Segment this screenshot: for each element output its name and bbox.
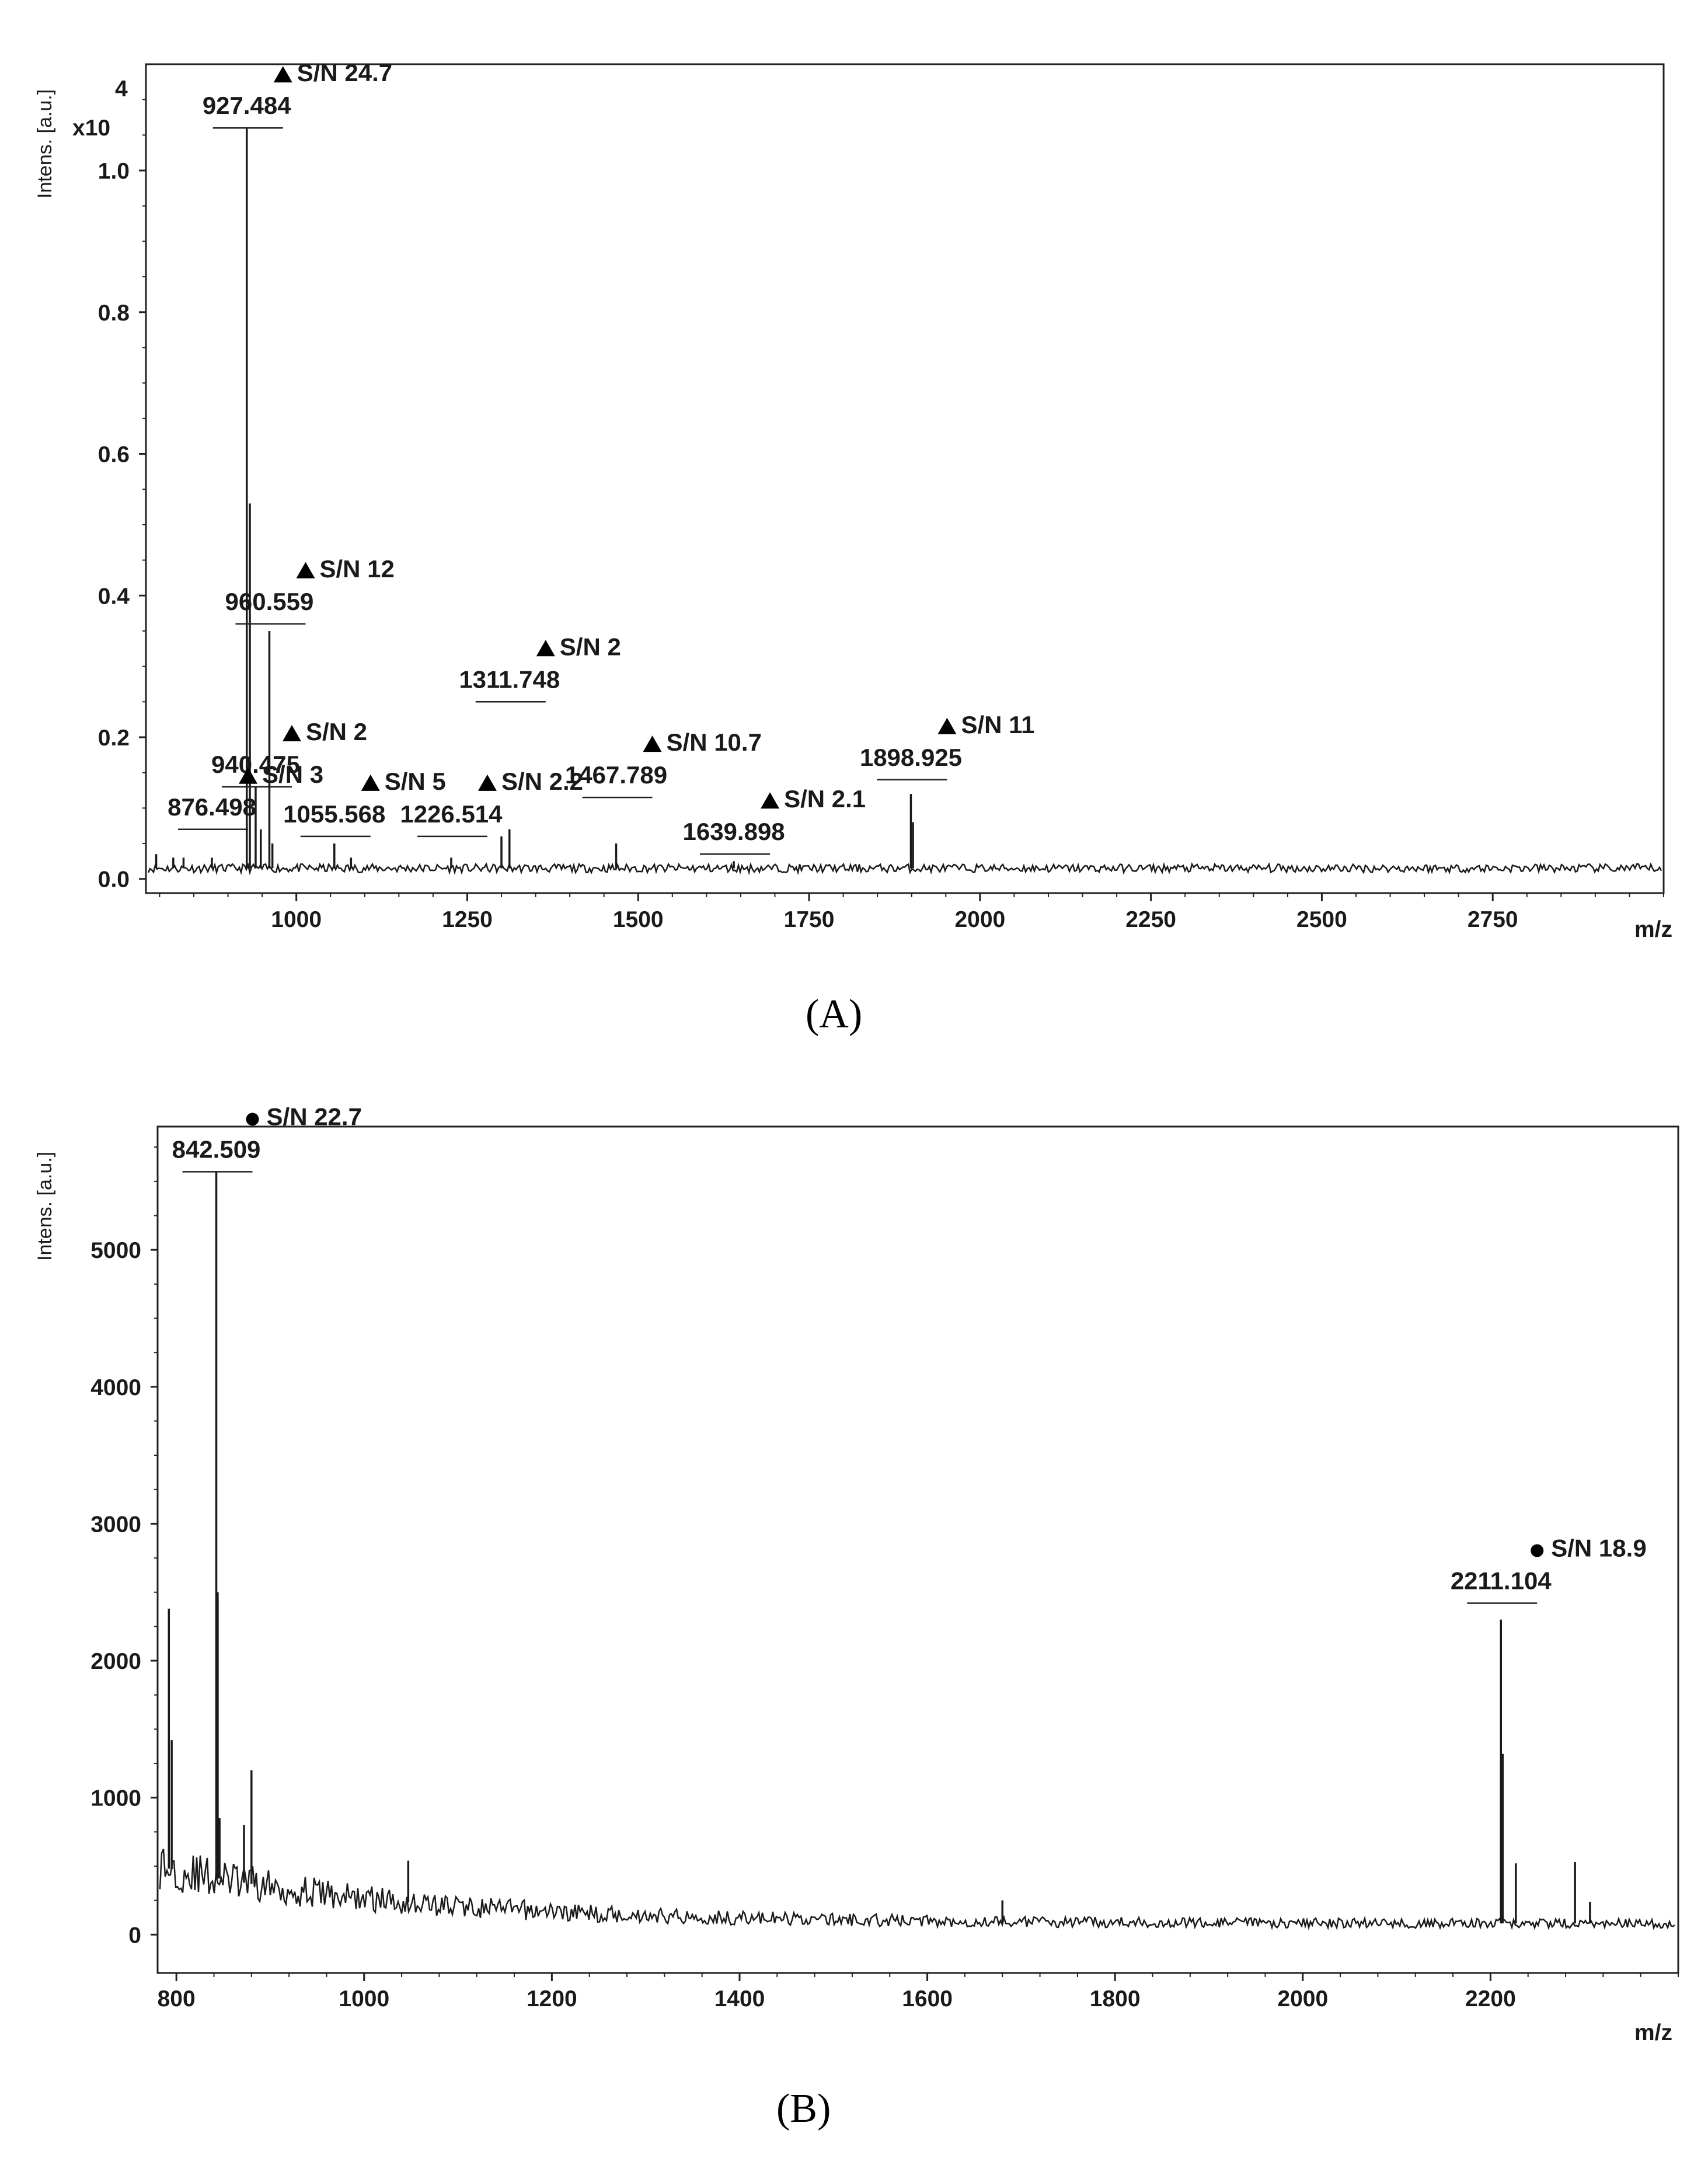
x-tick-label: 1000 <box>271 907 322 932</box>
peak-mz-label: 1226.514 <box>400 800 503 828</box>
y-ticks-a: 0.0 0.2 0.4 0.6 0.8 1.0 <box>98 99 146 893</box>
peak-mz-label: 1898.925 <box>860 744 962 771</box>
y-tick-label: 5000 <box>90 1238 141 1263</box>
y-tick-label: 0.4 <box>98 584 130 609</box>
y-tick-label: 2000 <box>90 1649 141 1674</box>
peak-mz-label: 960.559 <box>225 588 314 615</box>
peak-mz-label: 842.509 <box>172 1135 261 1163</box>
triangle-marker <box>273 66 292 83</box>
chart-b: Intens. [a.u.] m/z 0 1000 2000 3000 4000 5000… <box>34 1103 1679 2045</box>
peak-mz-label: 1311.748 <box>459 665 560 693</box>
x-tick-label: 2750 <box>1468 907 1518 932</box>
dot-marker <box>246 1113 259 1126</box>
peak-mz-label: 876.498 <box>168 793 256 821</box>
peak-mz-label: 1639.898 <box>682 818 785 845</box>
y-tick-label: 0.6 <box>98 442 130 468</box>
triangle-marker <box>361 774 380 791</box>
chart-a: Intens. [a.u.] x10 4 m/z 0.0 0.2 0.4 0.6 0.8… <box>34 59 1672 942</box>
peak-mz-label: 927.484 <box>203 92 291 119</box>
triangle-marker <box>239 767 258 784</box>
y-axis-label-a: Intens. [a.u.] <box>34 89 56 198</box>
triangle-marker <box>477 774 497 791</box>
dot-marker <box>1531 1544 1544 1557</box>
x-tick-label: 1250 <box>442 907 493 932</box>
peak-mz-label: 940.475 <box>211 751 300 778</box>
plot-frame-b <box>156 1125 1679 1974</box>
x-ticks-a: 1000 1250 1500 1750 2000 2250 2500 2750 <box>159 893 1664 932</box>
triangle-marker <box>937 717 957 734</box>
spectrum-trace-a <box>147 862 1662 876</box>
triangle-marker <box>282 724 301 741</box>
x-tick-label: 1400 <box>714 1986 765 2011</box>
y-tick-label: 1.0 <box>98 159 130 184</box>
peak-mz-label: 2211.104 <box>1451 1567 1552 1595</box>
x-tick-label: 1000 <box>339 1986 389 2011</box>
x-axis-label-b: m/z <box>1634 2020 1672 2045</box>
triangle-marker <box>536 640 555 657</box>
peak-mz-label: 1055.568 <box>283 800 385 828</box>
x-ticks-b: 800 1000 1200 1400 1600 1800 2000 2200 <box>158 1973 1679 2011</box>
triangle-marker <box>643 735 662 752</box>
signal-noise-label: S/N 12 <box>319 555 394 583</box>
signal-noise-label: S/N 2 <box>560 633 621 660</box>
panel-label-a: (A) <box>806 992 862 1037</box>
y-tick-label: 0 <box>128 1923 141 1948</box>
y-tick-label: 3000 <box>90 1512 141 1537</box>
signal-noise-label: S/N 18.9 <box>1551 1535 1646 1562</box>
signal-noise-label: S/N 2.2 <box>501 768 583 795</box>
triangle-marker <box>761 792 780 809</box>
signal-noise-label: S/N 3 <box>262 761 323 788</box>
x-tick-label: 1750 <box>784 907 835 932</box>
x-tick-label: 2250 <box>1125 907 1176 932</box>
signal-noise-label: S/N 22.7 <box>267 1103 362 1130</box>
x-tick-label: 2000 <box>954 907 1005 932</box>
peak-mz-label: 1467.789 <box>565 761 667 789</box>
y-exponent-a: 4 <box>115 76 128 102</box>
y-axis-label-b: Intens. [a.u.] <box>34 1152 56 1261</box>
signal-noise-label: S/N 5 <box>385 768 446 795</box>
spectrum-trace-b <box>159 1849 1675 1931</box>
x-axis-label-a: m/z <box>1634 917 1672 942</box>
y-tick-label: 0.2 <box>98 726 130 751</box>
signal-noise-label: S/N 2 <box>306 718 367 745</box>
y-tick-label: 1000 <box>90 1786 141 1811</box>
x-tick-label: 1800 <box>1090 1986 1141 2011</box>
signal-noise-label: S/N 2.1 <box>784 785 866 813</box>
plot-frame-a <box>145 63 1665 894</box>
signal-noise-label: S/N 24.7 <box>297 59 392 86</box>
y-ticks-b: 0 1000 2000 3000 4000 5000 <box>90 1146 158 1948</box>
peaks-b <box>168 1172 1591 1924</box>
x-tick-label: 2000 <box>1277 1986 1328 2011</box>
x-tick-label: 1500 <box>613 907 664 932</box>
x-tick-label: 2500 <box>1296 907 1347 932</box>
y-tick-label: 0.0 <box>98 867 130 893</box>
signal-noise-label: S/N 11 <box>961 711 1034 738</box>
y-multiplier-a: x10 <box>72 116 110 141</box>
x-tick-label: 1200 <box>527 1986 577 2011</box>
triangle-marker <box>296 562 315 578</box>
x-tick-label: 1600 <box>902 1986 953 2011</box>
y-tick-label: 4000 <box>90 1375 141 1400</box>
y-tick-label: 0.8 <box>98 301 130 326</box>
x-tick-label: 2200 <box>1465 1986 1516 2011</box>
peaks-a <box>155 128 914 869</box>
panel-label-b: (B) <box>776 2086 831 2131</box>
x-tick-label: 800 <box>158 1986 196 2011</box>
signal-noise-label: S/N 10.7 <box>667 728 762 756</box>
